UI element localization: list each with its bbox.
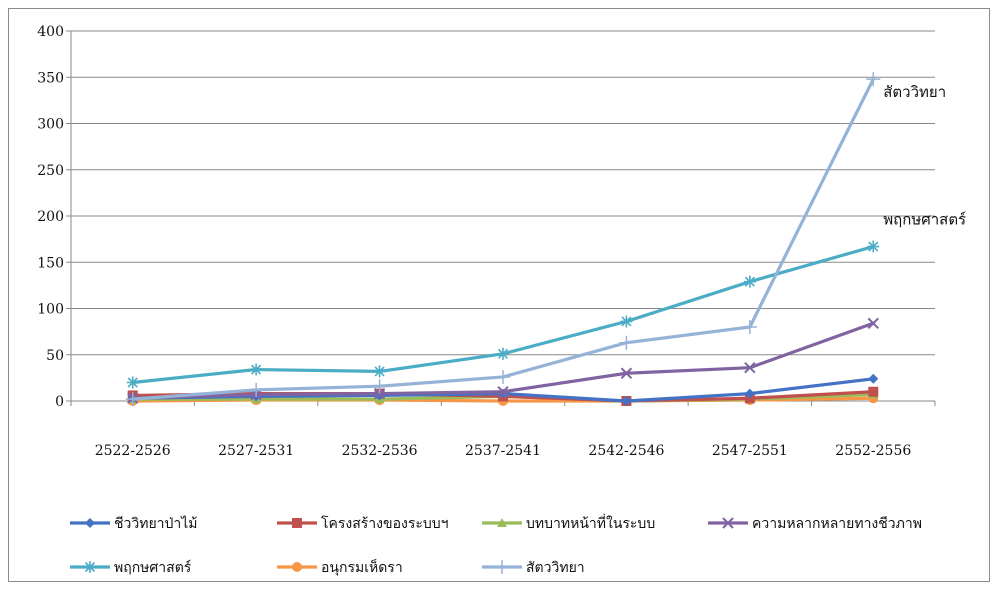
y-tick-label: 50 (46, 348, 64, 364)
y-tick-label: 150 (37, 255, 64, 271)
data-point (620, 315, 633, 328)
series-7 (125, 72, 881, 407)
data-point (621, 396, 632, 406)
legend-label: ชีววิทยาป่าไม้ (114, 515, 198, 532)
data-point (497, 386, 509, 398)
data-point (125, 392, 140, 407)
x-tick-label: 2547-2551 (712, 443, 788, 459)
data-point (867, 240, 880, 253)
x-tick-label: 2527-2531 (218, 443, 294, 459)
x-tick-label: 2552-2556 (835, 443, 911, 459)
data-point (372, 379, 387, 394)
data-point (250, 363, 263, 376)
data-point (744, 388, 755, 399)
x-axis-tick-labels: 2522-2526 2527-2531 2532-2536 2537-2541 2542… (95, 443, 912, 459)
legend-item: อนุกรมเห็ดรา (277, 558, 403, 576)
legend-label: พฤกษศาสตร์ (114, 559, 192, 576)
y-tick-label: 0 (55, 394, 64, 410)
x-tick-label: 2537-2541 (465, 443, 541, 459)
series-line (131, 321, 875, 400)
y-tick-label: 100 (37, 302, 64, 318)
legend-label: โครงสร้างของระบบฯ (321, 515, 449, 532)
data-point (373, 387, 386, 400)
y-tick-label: 200 (37, 209, 64, 225)
data-point (742, 320, 757, 334)
legend: ชีววิทยาป่าไม้ โครงสร้างของระบบฯ บทบาทหน้า… (70, 514, 922, 576)
data-point (744, 361, 756, 374)
y-tick-label: 400 (37, 24, 64, 40)
y-tick-label: 300 (37, 117, 64, 133)
x-tick-label: 2542-2546 (588, 443, 664, 459)
legend-swatch-marker (292, 518, 302, 528)
y-tick-label: 250 (37, 163, 64, 179)
data-point (373, 365, 386, 378)
legend-label: สัตววิทยา (526, 560, 585, 576)
series-5 (126, 240, 880, 389)
legend-item: พฤกษศาสตร์ (70, 559, 192, 576)
legend-label: อนุกรมเห็ดรา (321, 558, 403, 576)
legend-item: บทบาทหน้าที่ในระบบ (482, 514, 655, 532)
data-point (867, 317, 879, 330)
data-point (868, 373, 879, 384)
y-axis-tick-labels: 0 50 100 150 200 250 300 350 400 (37, 24, 64, 410)
annotation-label: พฤกษศาสตร์ (883, 211, 966, 229)
data-point (620, 367, 633, 379)
data-point (497, 347, 509, 360)
annotation-label: สัตววิทยา (883, 83, 946, 101)
data-point (496, 369, 510, 384)
data-point (619, 335, 634, 350)
legend-swatch-marker (722, 517, 734, 529)
data-point (249, 382, 264, 397)
legend-item: ความหลากหลายทางชีวภาพ (708, 516, 922, 532)
legend-label: บทบาทหน้าที่ในระบบ (526, 514, 655, 532)
legend-item: ชีววิทยาป่าไม้ (70, 515, 198, 532)
data-point (868, 386, 879, 397)
legend-swatch-marker (84, 561, 96, 573)
legend-swatch-marker (495, 560, 509, 574)
x-tick-label: 2522-2526 (95, 443, 171, 459)
y-tick-label: 350 (37, 70, 64, 86)
data-point (126, 376, 139, 389)
data-point (743, 275, 756, 288)
legend-label: ความหลากหลายทางชีวภาพ (752, 516, 922, 532)
x-tick-label: 2532-2536 (342, 443, 418, 459)
legend-swatch-marker (85, 518, 95, 528)
data-point (866, 72, 881, 87)
legend-swatch-marker (497, 518, 507, 527)
legend-item: สัตววิทยา (482, 560, 585, 576)
legend-item: โครงสร้างของระบบฯ (277, 515, 449, 532)
legend-swatch-marker (292, 562, 302, 572)
chart-frame (8, 8, 990, 582)
